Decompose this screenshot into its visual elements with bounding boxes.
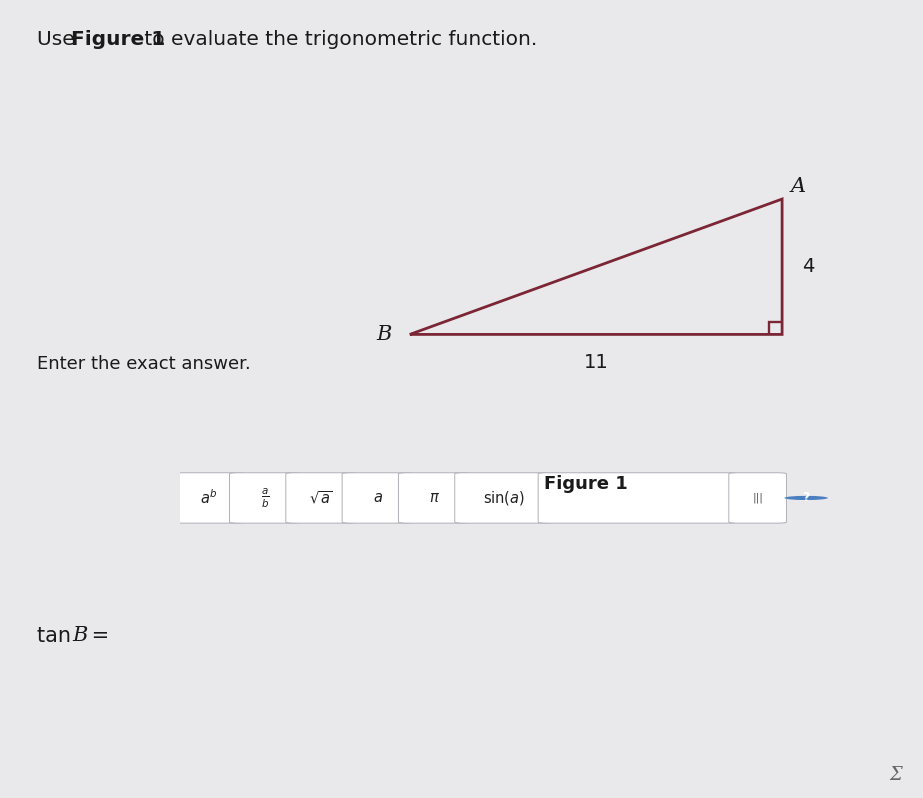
Text: $\sqrt{a}$: $\sqrt{a}$ bbox=[309, 489, 333, 507]
Text: $a^b$: $a^b$ bbox=[200, 488, 218, 508]
Text: $\sin(a)$: $\sin(a)$ bbox=[483, 489, 525, 507]
Text: B: B bbox=[72, 626, 88, 646]
Text: =: = bbox=[85, 626, 109, 646]
Text: $a$: $a$ bbox=[373, 491, 383, 505]
FancyBboxPatch shape bbox=[729, 472, 786, 523]
FancyBboxPatch shape bbox=[538, 472, 738, 523]
Text: $\pi$: $\pi$ bbox=[428, 491, 439, 505]
Text: ?: ? bbox=[802, 492, 809, 504]
Text: Σ: Σ bbox=[890, 765, 903, 784]
FancyBboxPatch shape bbox=[342, 472, 414, 523]
Text: Figure 1: Figure 1 bbox=[545, 475, 628, 493]
Text: Enter the exact answer.: Enter the exact answer. bbox=[37, 355, 251, 373]
Text: tan: tan bbox=[37, 626, 78, 646]
Text: 4: 4 bbox=[802, 257, 815, 276]
Circle shape bbox=[785, 496, 828, 500]
FancyBboxPatch shape bbox=[286, 472, 357, 523]
Text: 11: 11 bbox=[583, 353, 608, 372]
Text: $\frac{a}{b}$: $\frac{a}{b}$ bbox=[261, 486, 270, 510]
Text: A: A bbox=[790, 176, 806, 196]
Text: Figure 1: Figure 1 bbox=[71, 30, 165, 49]
FancyBboxPatch shape bbox=[174, 472, 245, 523]
FancyBboxPatch shape bbox=[230, 472, 301, 523]
Text: |||: ||| bbox=[752, 492, 763, 504]
Text: to evaluate the trigonometric function.: to evaluate the trigonometric function. bbox=[138, 30, 538, 49]
FancyBboxPatch shape bbox=[455, 472, 553, 523]
Text: B: B bbox=[376, 325, 391, 344]
FancyBboxPatch shape bbox=[399, 472, 470, 523]
Text: Use: Use bbox=[37, 30, 81, 49]
